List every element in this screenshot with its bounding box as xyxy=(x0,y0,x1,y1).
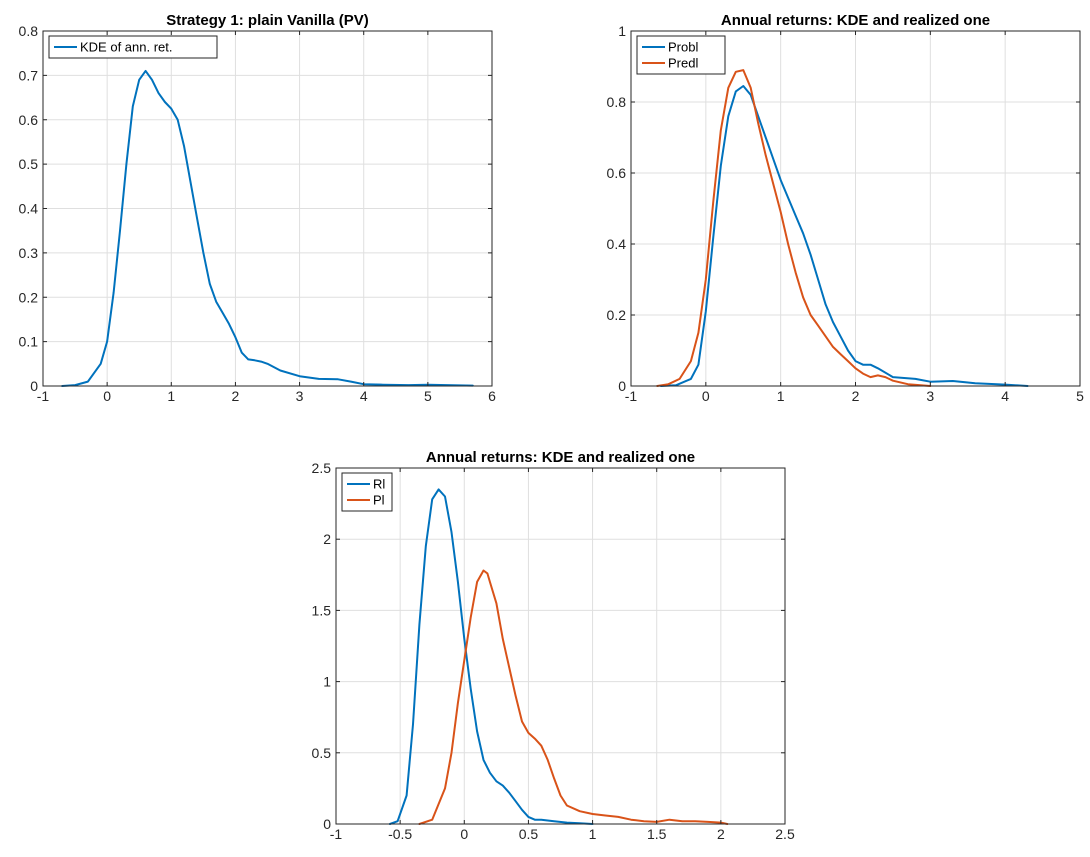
legend-label: Predl xyxy=(668,56,698,71)
chart-title: Annual returns: KDE and realized one xyxy=(426,449,695,466)
legend-label: KDE of ann. ret. xyxy=(80,40,173,55)
y-tick-label: 0 xyxy=(323,816,331,832)
y-tick-label: 2.5 xyxy=(312,460,332,476)
x-tick-label: 2 xyxy=(232,388,240,404)
y-tick-label: 0.4 xyxy=(19,201,39,217)
x-tick-label: -0.5 xyxy=(388,826,412,842)
x-tick-label: -1 xyxy=(625,388,638,404)
x-tick-label: 4 xyxy=(1001,388,1009,404)
legend-box xyxy=(636,35,726,75)
x-tick-label: 0 xyxy=(702,388,710,404)
x-tick-label: 4 xyxy=(360,388,368,404)
y-tick-label: 0 xyxy=(618,378,626,394)
y-tick-label: 1 xyxy=(618,23,626,39)
y-tick-label: 0.6 xyxy=(19,112,39,128)
y-tick-label: 0.5 xyxy=(19,156,39,172)
x-tick-label: 0 xyxy=(460,826,468,842)
y-tick-label: 0.8 xyxy=(19,23,39,39)
series-line-kde-of-ann-ret- xyxy=(61,69,474,387)
series-line-rl xyxy=(388,488,594,825)
x-tick-label: 0.5 xyxy=(519,826,539,842)
chart-title: Strategy 1: plain Vanilla (PV) xyxy=(166,12,369,29)
x-tick-label: 1 xyxy=(167,388,175,404)
y-tick-label: 0.2 xyxy=(19,289,39,305)
x-tick-label: 5 xyxy=(1076,388,1084,404)
y-tick-label: 1.5 xyxy=(312,602,332,618)
legend-label: Probl xyxy=(668,40,698,55)
x-tick-label: 2 xyxy=(852,388,860,404)
x-tick-label: 2.5 xyxy=(775,826,795,842)
x-tick-label: 1.5 xyxy=(647,826,667,842)
chart-title: Annual returns: KDE and realized one xyxy=(721,12,990,29)
y-tick-label: 0 xyxy=(30,378,38,394)
x-tick-label: 2 xyxy=(717,826,725,842)
x-tick-label: 0 xyxy=(103,388,111,404)
legend-box xyxy=(341,472,393,512)
x-tick-label: 1 xyxy=(777,388,785,404)
y-tick-label: 0.7 xyxy=(19,67,39,83)
legend-box xyxy=(48,35,218,59)
chart-1: -1 0 1 2 3 4 5 600.10.20.30.40.50.60.70.8Strate… xyxy=(19,12,497,404)
x-tick-label: -1 xyxy=(330,826,343,842)
axes-box xyxy=(335,467,786,825)
y-tick-label: 0.4 xyxy=(607,236,627,252)
x-tick-label: 1 xyxy=(589,826,597,842)
y-tick-label: 2 xyxy=(323,531,331,547)
x-tick-label: 5 xyxy=(424,388,432,404)
y-tick-label: 0.8 xyxy=(607,94,627,110)
y-tick-label: 0.2 xyxy=(607,307,627,323)
legend-label: Rl xyxy=(373,477,385,492)
y-tick-label: 1 xyxy=(323,674,331,690)
series-line-pl xyxy=(418,569,729,825)
y-tick-label: 0.1 xyxy=(19,334,39,350)
legend: KDE of ann. ret. xyxy=(48,35,218,59)
y-tick-label: 0.5 xyxy=(312,745,332,761)
plot-area xyxy=(336,468,785,824)
legend-label: Pl xyxy=(373,493,385,508)
series-line-predl xyxy=(656,69,932,387)
chart-3: -1 -0.5 0 0.5 1 1.5 2 2.5 0 0.5 1 1.5 2 2.5 Annual ret… xyxy=(312,449,795,842)
series-line-probl xyxy=(659,85,1029,387)
y-tick-label: 0.3 xyxy=(19,245,39,261)
x-tick-label: -1 xyxy=(37,388,50,404)
x-tick-label: 3 xyxy=(296,388,304,404)
x-tick-label: 3 xyxy=(926,388,934,404)
x-tick-label: 6 xyxy=(488,388,496,404)
y-tick-label: 0.6 xyxy=(607,165,627,181)
